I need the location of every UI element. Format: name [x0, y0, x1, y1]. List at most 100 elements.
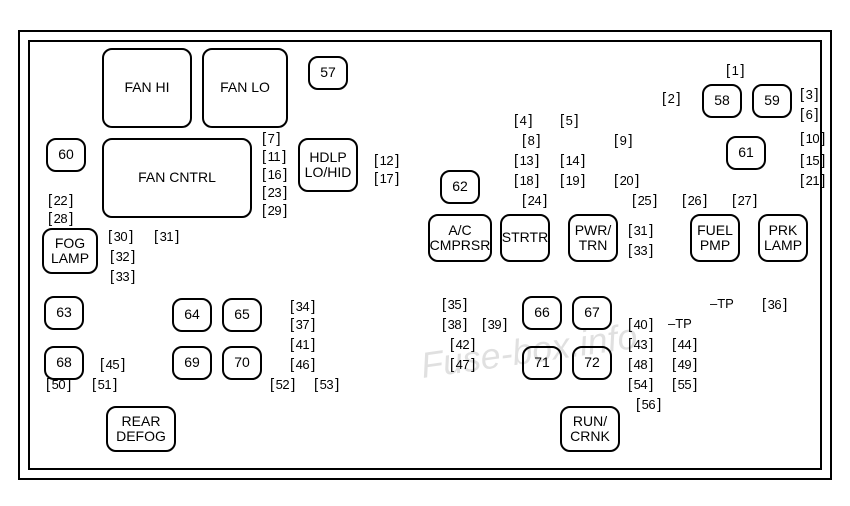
box-b69: 69 — [172, 346, 212, 380]
fuse-47: 47 — [450, 356, 475, 373]
fuse-34: 34 — [290, 298, 315, 315]
box-label: 64 — [184, 307, 200, 322]
fuse-6: 6 — [800, 106, 818, 123]
tp-label: –TP — [668, 316, 692, 331]
box-label: PWR/ TRN — [575, 223, 612, 254]
box-label: 67 — [584, 305, 600, 320]
fuse-56: 56 — [636, 396, 661, 413]
box-label: 71 — [534, 355, 550, 370]
box-label: FAN HI — [124, 80, 169, 95]
fuse-51: 51 — [92, 376, 117, 393]
fuse-10: 10 — [800, 130, 825, 147]
fuse-4: 4 — [514, 112, 532, 129]
fuse-28: 28 — [48, 210, 73, 227]
fuse-31: 31 — [154, 228, 179, 245]
fuse-48: 48 — [628, 356, 653, 373]
box-fan-hi: FAN HI — [102, 48, 192, 128]
fuse-30: 30 — [108, 228, 133, 245]
box-label: FAN CNTRL — [138, 170, 216, 185]
box-fog: FOG LAMP — [42, 228, 98, 274]
fuse-3: 3 — [800, 86, 818, 103]
fuse-40: 40 — [628, 316, 653, 333]
box-label: 58 — [714, 93, 730, 108]
box-b65: 65 — [222, 298, 262, 332]
fuse-36: 36 — [762, 296, 787, 313]
fuse-45: 45 — [100, 356, 125, 373]
fuse-8: 8 — [522, 132, 540, 149]
box-rear-defog: REAR DEFOG — [106, 406, 176, 452]
box-fan-lo: FAN LO — [202, 48, 288, 128]
box-b60: 60 — [46, 138, 86, 172]
fuse-38: 38 — [442, 316, 467, 333]
box-pwr-trn: PWR/ TRN — [568, 214, 618, 262]
box-b70: 70 — [222, 346, 262, 380]
box-prk-lamp: PRK LAMP — [758, 214, 808, 262]
box-b67: 67 — [572, 296, 612, 330]
fuse-14: 14 — [560, 152, 585, 169]
fuse-42: 42 — [450, 336, 475, 353]
box-hdlp: HDLP LO/HID — [298, 138, 358, 192]
fuse-32: 32 — [110, 248, 135, 265]
fuse-22: 22 — [48, 192, 73, 209]
fuse-33: 33 — [110, 268, 135, 285]
tp-label: –TP — [710, 296, 734, 311]
box-b68: 68 — [44, 346, 84, 380]
fuse-23: 23 — [262, 184, 287, 201]
box-label: FAN LO — [220, 80, 270, 95]
box-b59: 59 — [752, 84, 792, 118]
box-label: 68 — [56, 355, 72, 370]
fuse-37: 37 — [290, 316, 315, 333]
fuse-15: 15 — [800, 152, 825, 169]
box-fan-cntrl: FAN CNTRL — [102, 138, 252, 218]
fuse-41: 41 — [290, 336, 315, 353]
fuse-27: 27 — [732, 192, 757, 209]
box-label: 69 — [184, 355, 200, 370]
box-label: STRTR — [502, 230, 548, 245]
fuse-46: 46 — [290, 356, 315, 373]
fuse-43: 43 — [628, 336, 653, 353]
fuse-49: 49 — [672, 356, 697, 373]
box-label: 60 — [58, 147, 74, 162]
box-label: 62 — [452, 179, 468, 194]
box-b72: 72 — [572, 346, 612, 380]
fuse-52: 52 — [270, 376, 295, 393]
fuse-29: 29 — [262, 202, 287, 219]
fuse-35: 35 — [442, 296, 467, 313]
fuse-39: 39 — [482, 316, 507, 333]
fuse-12: 12 — [374, 152, 399, 169]
fuse-5: 5 — [560, 112, 578, 129]
fuse-54: 54 — [628, 376, 653, 393]
box-label: REAR DEFOG — [116, 414, 166, 445]
box-label: 61 — [738, 145, 754, 160]
fuse-1: 1 — [726, 62, 744, 79]
box-b57: 57 — [308, 56, 348, 90]
fuse-2: 2 — [662, 90, 680, 107]
box-label: FOG LAMP — [51, 236, 89, 267]
box-label: RUN/ CRNK — [570, 414, 610, 445]
box-b66: 66 — [522, 296, 562, 330]
box-b64: 64 — [172, 298, 212, 332]
box-label: PRK LAMP — [764, 223, 802, 254]
box-label: FUEL PMP — [697, 223, 733, 254]
box-label: 66 — [534, 305, 550, 320]
fuse-21: 21 — [800, 172, 825, 189]
fuse-19: 19 — [560, 172, 585, 189]
fuse-9: 9 — [614, 132, 632, 149]
box-run-crnk: RUN/ CRNK — [560, 406, 620, 452]
fuse-16: 16 — [262, 166, 287, 183]
fuse-20: 20 — [614, 172, 639, 189]
box-b63: 63 — [44, 296, 84, 330]
box-label: 65 — [234, 307, 250, 322]
box-strtr: STRTR — [500, 214, 550, 262]
box-label: 72 — [584, 355, 600, 370]
box-label: A/C CMPRSR — [430, 223, 491, 254]
box-b62: 62 — [440, 170, 480, 204]
box-label: 63 — [56, 305, 72, 320]
box-b61: 61 — [726, 136, 766, 170]
fuse-53: 53 — [314, 376, 339, 393]
fuse-31: 31 — [628, 222, 653, 239]
fuse-44: 44 — [672, 336, 697, 353]
fuse-50: 50 — [46, 376, 71, 393]
fuse-13: 13 — [514, 152, 539, 169]
fuse-25: 25 — [632, 192, 657, 209]
